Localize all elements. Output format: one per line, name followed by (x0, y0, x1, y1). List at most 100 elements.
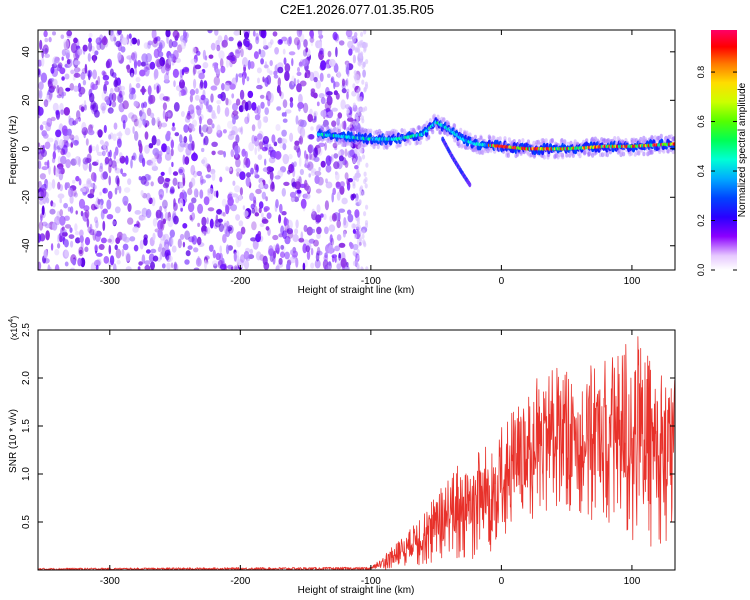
noise-blob (78, 246, 84, 257)
noise-blob (38, 89, 41, 99)
noise-blob (131, 52, 138, 62)
noise-blob (223, 34, 228, 44)
noise-blob (203, 135, 209, 146)
noise-blob (338, 150, 341, 158)
noise-blob (348, 48, 353, 56)
noise-blob (195, 257, 202, 267)
noise-blob (218, 50, 225, 60)
noise-blob (114, 206, 121, 214)
noise-blob (114, 166, 117, 172)
noise-blob (50, 77, 55, 82)
noise-blob (129, 236, 136, 242)
noise-blob (184, 230, 191, 240)
noise-blob (108, 244, 112, 255)
noise-blob (219, 245, 222, 254)
noise-blob (50, 116, 56, 122)
noise-blob (97, 198, 101, 205)
noise-blob (132, 152, 137, 161)
noise-blob (225, 97, 229, 106)
noise-blob (330, 154, 334, 163)
noise-blob (197, 203, 204, 214)
noise-blob (89, 92, 95, 103)
noise-blob (214, 30, 219, 36)
noise-blob (361, 118, 365, 124)
noise-blob (217, 150, 225, 156)
noise-blob (72, 179, 76, 184)
noise-blob (240, 226, 246, 235)
noise-blob (328, 244, 334, 255)
noise-blob (331, 107, 338, 112)
noise-blob (266, 90, 272, 102)
noise-blob (307, 144, 313, 154)
noise-blob (38, 81, 44, 90)
noise-blob (162, 182, 169, 189)
noise-blob (280, 244, 285, 250)
noise-blob (60, 34, 65, 39)
noise-blob (251, 221, 257, 231)
noise-blob (147, 85, 152, 96)
noise-blob (109, 149, 112, 158)
noise-blob (138, 261, 143, 266)
noise-blob (151, 39, 159, 48)
noise-blob (344, 159, 347, 165)
noise-blob (128, 33, 132, 39)
noise-blob (121, 233, 127, 242)
noise-blob (233, 30, 241, 36)
noise-blob (313, 110, 318, 117)
noise-blob (257, 119, 262, 130)
noise-blob (122, 100, 129, 110)
noise-blob (188, 181, 193, 189)
x-tick-label: -200 (230, 576, 250, 587)
noise-blob (75, 237, 81, 244)
noise-blob (280, 138, 288, 145)
noise-blob (352, 54, 356, 64)
noise-blob (325, 178, 328, 184)
noise-blob (238, 220, 244, 227)
noise-blob (233, 265, 238, 270)
noise-blob (180, 207, 183, 212)
noise-blob (150, 162, 157, 168)
noise-blob (41, 221, 48, 227)
signal-halo (369, 128, 373, 134)
noise-blob (143, 42, 149, 49)
noise-blob (325, 155, 332, 166)
signal-halo (361, 127, 365, 133)
noise-blob (114, 187, 118, 195)
noise-blob (272, 31, 278, 37)
signal-halo (622, 151, 626, 157)
noise-blob (303, 193, 311, 200)
noise-blob (150, 248, 157, 254)
noise-blob (211, 110, 215, 115)
noise-blob (205, 174, 212, 179)
noise-blob (295, 145, 301, 153)
noise-blob (341, 197, 348, 205)
noise-blob (179, 134, 183, 144)
noise-blob (215, 214, 219, 225)
noise-blob (355, 258, 359, 264)
noise-blob (257, 230, 262, 237)
noise-blob (362, 69, 366, 78)
noise-blob (296, 30, 303, 38)
noise-blob (178, 168, 183, 174)
noise-blob (216, 209, 223, 215)
noise-blob (327, 50, 332, 58)
noise-blob (165, 67, 170, 76)
noise-blob (252, 239, 259, 250)
noise-blob (259, 181, 264, 189)
noise-blob (356, 266, 360, 270)
noise-blob (275, 265, 280, 270)
noise-blob (333, 90, 338, 96)
noise-blob (52, 102, 59, 112)
noise-blob (152, 218, 158, 227)
noise-blob (315, 252, 320, 262)
noise-blob (328, 260, 332, 267)
noise-blob (236, 231, 243, 241)
noise-blob (217, 93, 223, 99)
noise-blob (202, 156, 208, 167)
noise-blob (132, 126, 135, 134)
noise-blob (203, 196, 210, 206)
noise-blob (336, 234, 342, 241)
y-tick-label: 0.5 (21, 515, 32, 529)
noise-blob (60, 109, 64, 115)
